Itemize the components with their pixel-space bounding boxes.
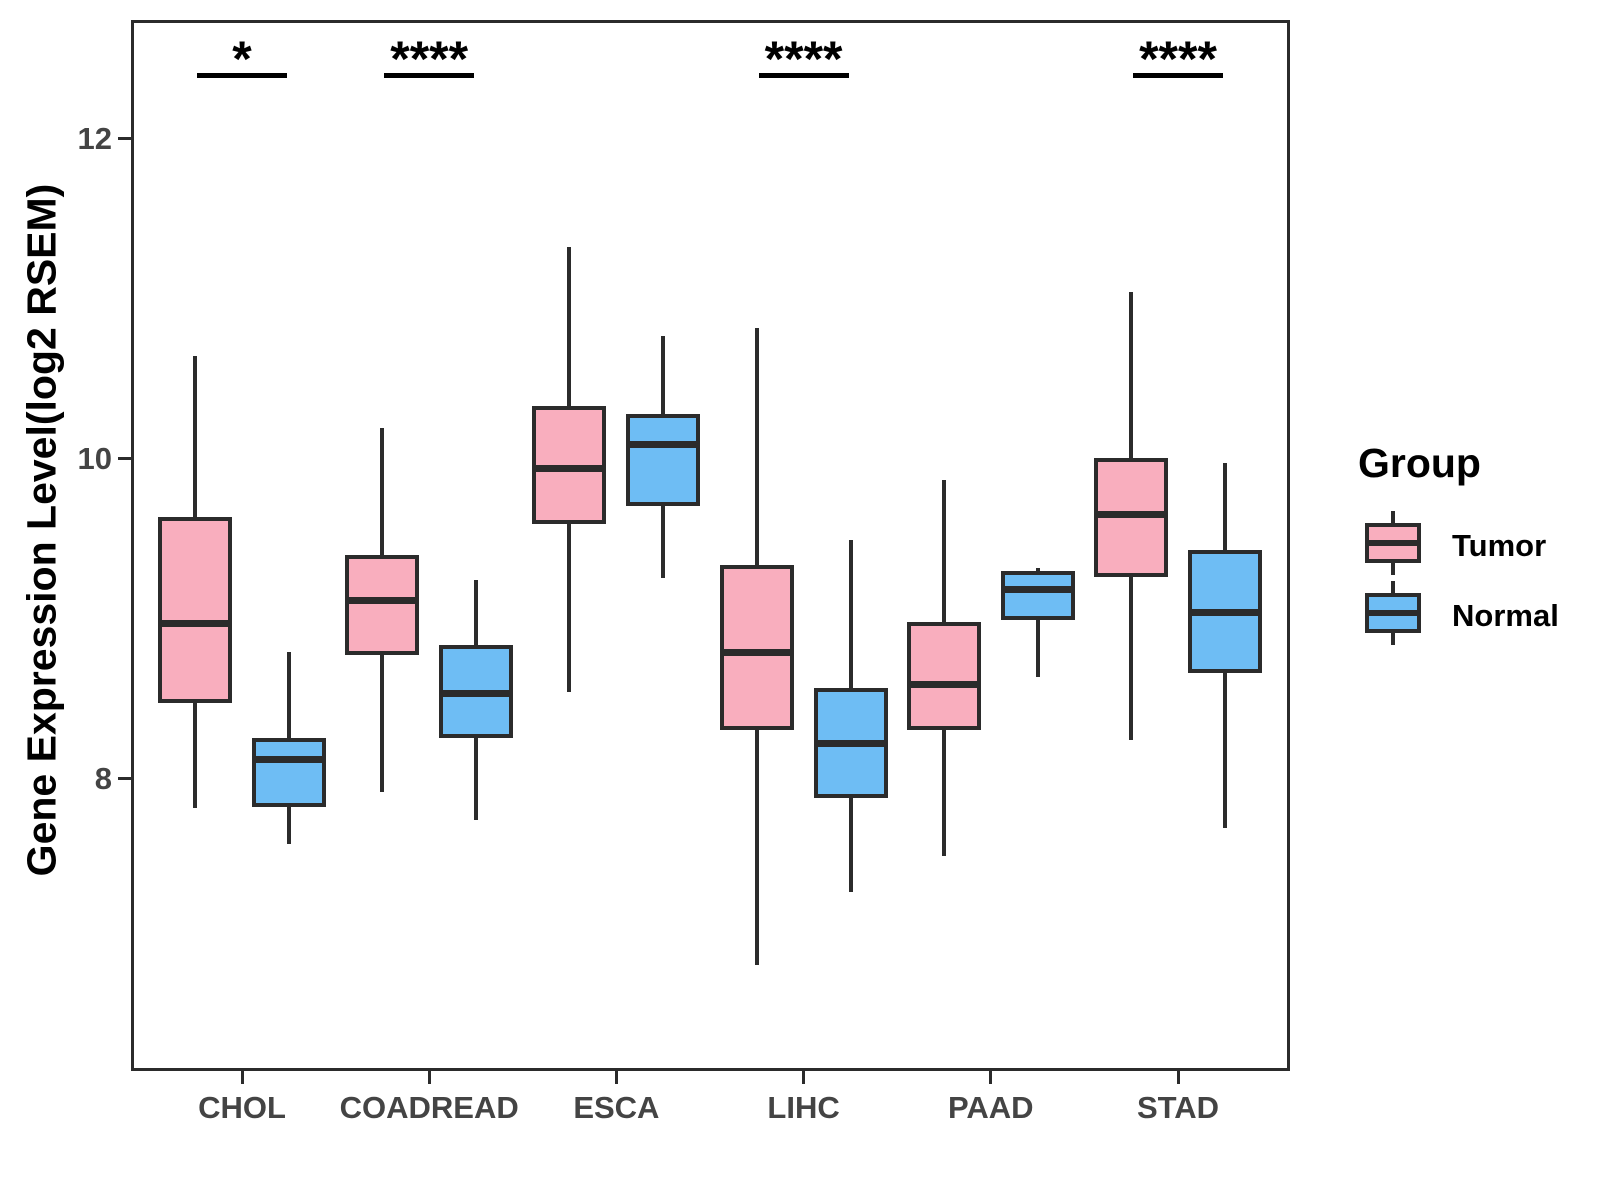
- box-normal-PAAD: [1000, 571, 1075, 620]
- significance-label-LIHC: ****: [764, 31, 843, 87]
- median-tumor-COADREAD: [345, 597, 420, 605]
- legend-label-normal: Normal: [1452, 598, 1559, 633]
- legend-key-normal-icon: [1365, 581, 1421, 645]
- x-tick-label-ESCA: ESCA: [573, 1090, 660, 1125]
- box-tumor-CHOL: [158, 516, 232, 704]
- y-tick-mark: [118, 776, 131, 780]
- median-normal-CHOL: [252, 755, 326, 763]
- legend-title: Group: [1358, 440, 1481, 486]
- x-tick-mark: [240, 1071, 244, 1084]
- y-tick-label: 8: [94, 760, 112, 796]
- box-tumor-LIHC: [719, 564, 794, 731]
- y-tick-label: 10: [77, 440, 112, 476]
- y-tick-label: 12: [77, 120, 112, 156]
- significance-bar-STAD: [1133, 73, 1223, 78]
- x-tick-mark: [427, 1071, 431, 1084]
- box-tumor-PAAD: [906, 622, 981, 731]
- median-normal-COADREAD: [439, 690, 514, 698]
- x-tick-mark: [614, 1071, 618, 1084]
- box-normal-ESCA: [626, 414, 701, 507]
- significance-bar-COADREAD: [384, 73, 475, 78]
- legend-label-tumor: Tumor: [1452, 528, 1547, 563]
- x-tick-label-CHOL: CHOL: [198, 1090, 286, 1125]
- median-tumor-LIHC: [719, 648, 794, 656]
- significance-label-COADREAD: ****: [390, 31, 469, 87]
- legend-item-tumor: Tumor: [1340, 511, 1590, 581]
- x-tick-mark: [1176, 1071, 1180, 1084]
- median-tumor-CHOL: [158, 619, 232, 627]
- x-tick-label-LIHC: LIHC: [767, 1090, 840, 1125]
- significance-bar-CHOL: [197, 73, 287, 78]
- median-normal-LIHC: [813, 739, 888, 747]
- y-tick-mark: [118, 456, 131, 460]
- x-tick-label-PAAD: PAAD: [948, 1090, 1034, 1125]
- significance-label-STAD: ****: [1139, 31, 1217, 87]
- median-normal-ESCA: [626, 440, 701, 448]
- legend-key-median: [1365, 540, 1421, 546]
- whisker-normal-PAAD: [1035, 568, 1040, 678]
- x-tick-label-COADREAD: COADREAD: [339, 1090, 519, 1125]
- x-tick-label-STAD: STAD: [1136, 1090, 1220, 1125]
- median-normal-PAAD: [1000, 586, 1075, 594]
- median-tumor-ESCA: [532, 464, 607, 472]
- y-tick-mark: [118, 136, 131, 140]
- legend: Group Tumor Normal: [1340, 440, 1590, 651]
- legend-key-median: [1365, 610, 1421, 616]
- x-tick-mark: [989, 1071, 993, 1084]
- x-tick-mark: [802, 1071, 806, 1084]
- significance-label-CHOL: *: [232, 31, 252, 87]
- significance-bar-LIHC: [758, 73, 849, 78]
- box-tumor-COADREAD: [345, 555, 420, 656]
- legend-items: Tumor Normal: [1340, 511, 1590, 651]
- median-tumor-PAAD: [906, 680, 981, 688]
- median-normal-STAD: [1188, 608, 1262, 616]
- legend-key-tumor-icon: [1365, 511, 1421, 575]
- median-tumor-STAD: [1094, 511, 1168, 518]
- legend-item-normal: Normal: [1340, 581, 1590, 651]
- box-normal-CHOL: [252, 737, 326, 808]
